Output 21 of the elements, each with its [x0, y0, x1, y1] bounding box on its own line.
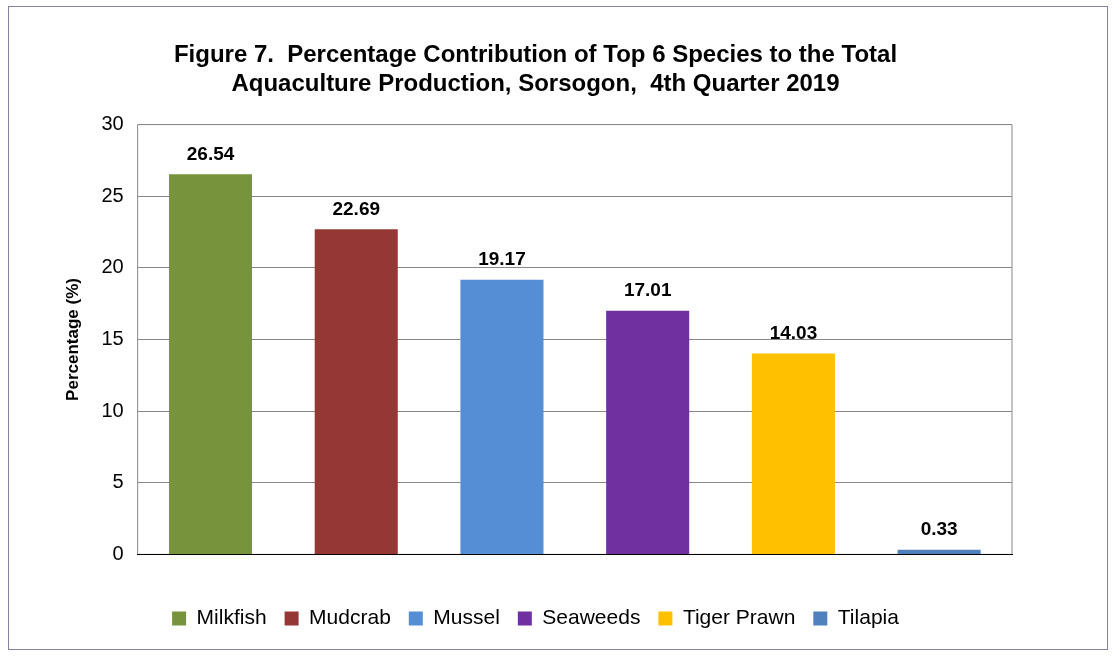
data-label: 14.03 [769, 322, 818, 344]
legend-label: Tiger Prawn [682, 605, 796, 629]
data-label: 22.69 [332, 198, 381, 220]
data-label: 26.54 [186, 142, 235, 164]
data-label: 17.01 [623, 279, 672, 301]
legend-label: Seaweeds [542, 605, 641, 629]
legend-label: Tilapia [837, 605, 900, 629]
y-tick-label: 15 [101, 327, 124, 350]
legend-label: Milkfish [196, 605, 267, 629]
data-label: 19.17 [478, 248, 526, 270]
y-tick-label: 20 [101, 255, 124, 278]
legend-label: Mussel [433, 605, 500, 629]
y-axis-title: Percentage (%) [62, 278, 82, 401]
y-tick-label: 10 [101, 398, 124, 421]
y-tick-label: 0 [112, 541, 124, 564]
data-label: 0.33 [920, 518, 958, 540]
y-tick-label: 25 [101, 183, 124, 206]
chart-title: Figure 7. Percentage Contribution of Top 6 Species to the Total Aquaculture Production, Sorsogon, 4th Quarter 2019 [173, 40, 898, 96]
legend-label: Mudcrab [309, 605, 391, 629]
y-tick-label: 5 [112, 470, 124, 493]
y-tick-label: 30 [101, 112, 124, 135]
